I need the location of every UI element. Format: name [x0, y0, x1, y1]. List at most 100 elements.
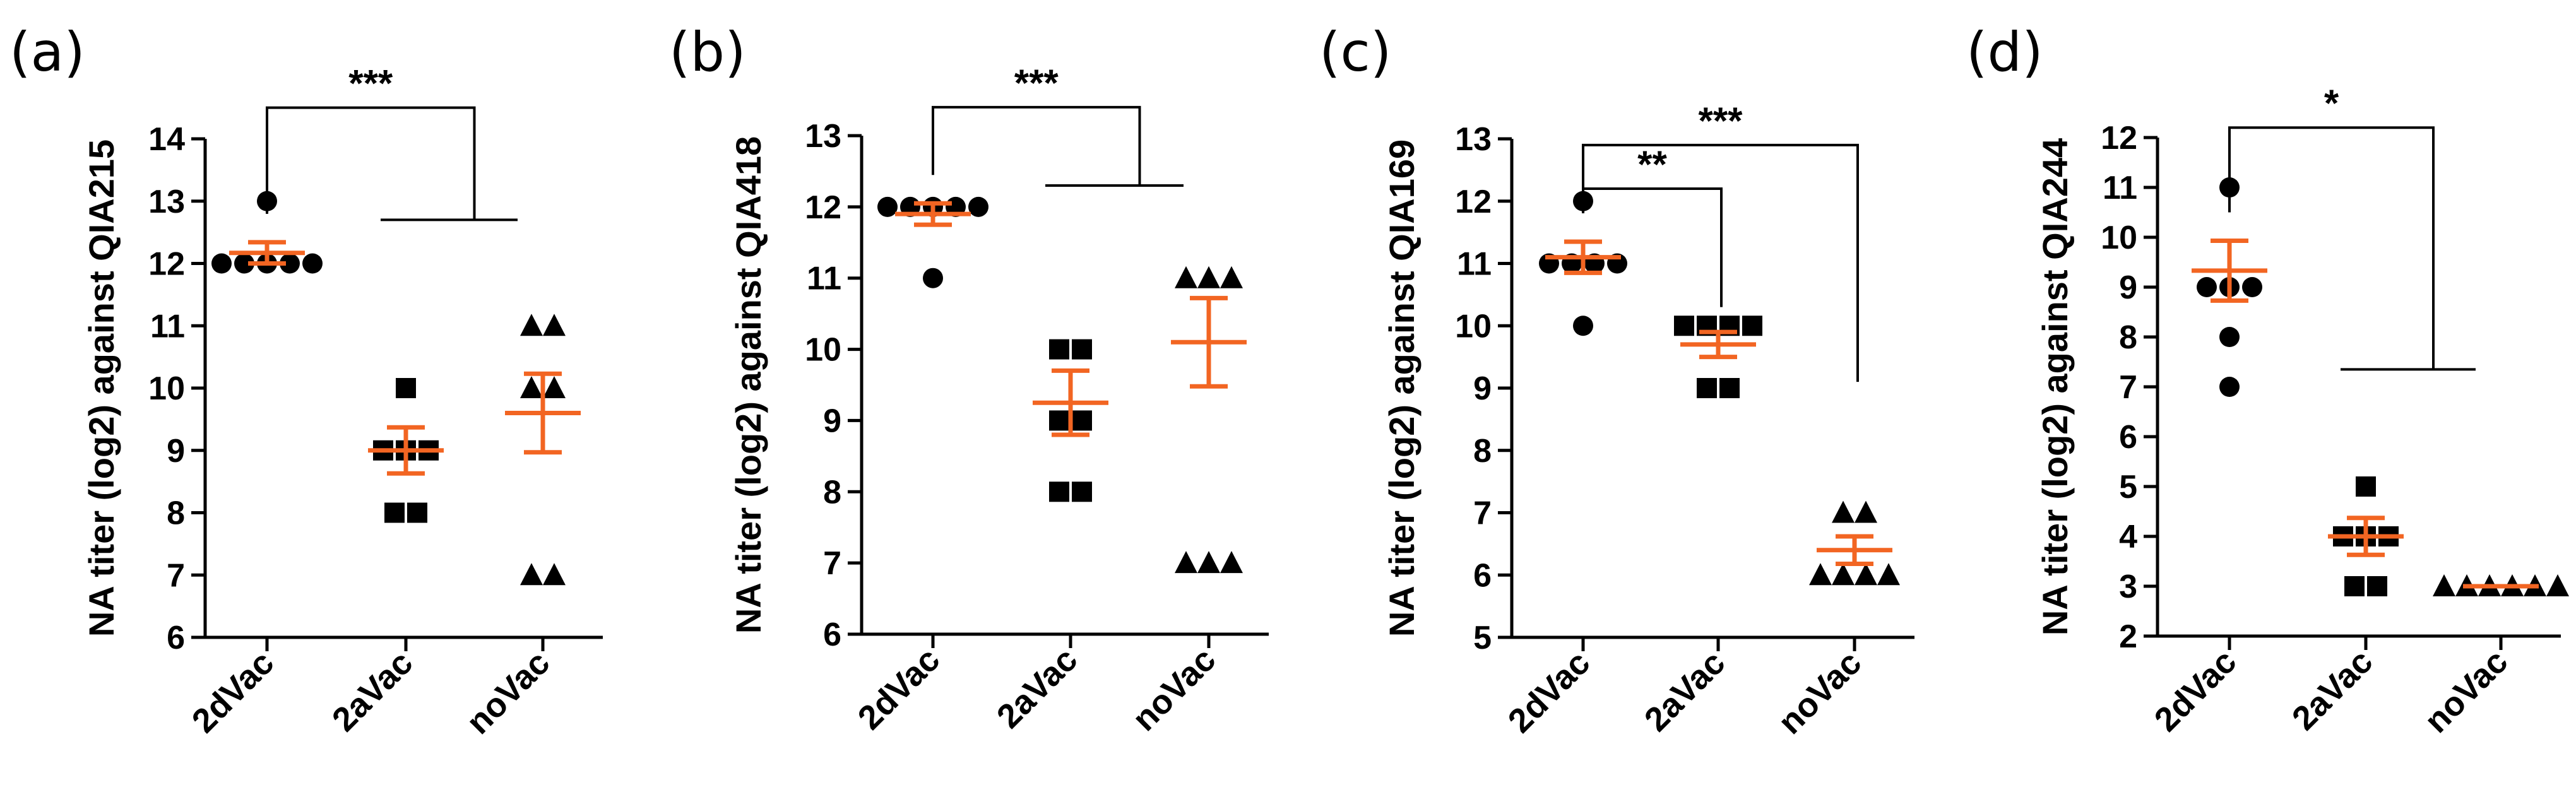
data-point-circle	[302, 253, 323, 274]
significance-bracket	[2228, 126, 2435, 370]
y-tick-label: 14	[148, 121, 185, 158]
y-tick-label: 12	[1455, 184, 1492, 220]
x-tick-label: 2aVac	[2285, 642, 2380, 738]
data-point-circle	[2219, 377, 2240, 397]
y-tick-label: 6	[2119, 419, 2137, 456]
y-tick-label: 13	[148, 184, 185, 220]
y-tick-label: 10	[148, 370, 185, 407]
data-point-triangle	[2433, 574, 2455, 596]
significance-bracket	[1583, 187, 1723, 307]
data-point-triangle	[1832, 500, 1855, 523]
y-tick-label: 8	[2119, 319, 2137, 356]
data-point-square	[1674, 316, 1694, 336]
data-point-triangle	[1877, 563, 1900, 586]
y-tick-label: 10	[2101, 220, 2137, 256]
data-point-circle	[877, 196, 898, 217]
panel-c: (c) NA titer (log2) against QIA169 5 6 7 8 9 10…	[1319, 21, 1914, 741]
data-point-circle	[968, 196, 988, 217]
y-tick-label: 12	[148, 246, 185, 283]
data-point-square	[2344, 576, 2365, 596]
x-tick-label: noVac	[1125, 641, 1223, 738]
data-point-square	[407, 502, 427, 523]
data-point-triangle	[1220, 266, 1243, 288]
y-axis-label: NA titer (log2) against QIA418	[728, 136, 768, 634]
data-point-triangle	[1220, 551, 1243, 574]
data-point-triangle	[543, 314, 566, 336]
x-tick-label: noVac	[460, 644, 557, 741]
data-point-triangle	[520, 376, 543, 398]
data-point-square	[1072, 481, 1092, 502]
y-tick-label: 10	[1455, 308, 1492, 345]
data-point-triangle	[1175, 266, 1197, 288]
data-point-circle	[2197, 277, 2217, 297]
data-point-triangle	[1832, 563, 1855, 586]
data-point-triangle	[1175, 551, 1197, 574]
data-point-triangle	[543, 563, 566, 586]
y-tick-label: 9	[823, 403, 841, 439]
y-tick-label: 3	[2119, 569, 2137, 605]
y-tick-label: 7	[2119, 369, 2137, 406]
y-tick-label: 6	[823, 617, 841, 653]
data-point-square	[1742, 316, 1762, 336]
data-point-square	[1719, 378, 1740, 398]
data-point-square	[2356, 476, 2376, 497]
panel-a: (a) NA titer (log2) against QIA215 6 7 8 9 10 1…	[9, 21, 603, 741]
y-tick-label: 7	[823, 545, 841, 582]
panel-d: (d) NA titer (log2) against QIA244 2 3 4 5 6 7 8…	[1966, 21, 2569, 740]
data-point-square	[384, 502, 405, 523]
significance-bracket	[932, 105, 1141, 186]
data-point-circle	[1573, 316, 1593, 336]
data-point-circle	[280, 253, 300, 274]
data-point-triangle	[520, 563, 543, 586]
x-tick-label: 2dVac	[185, 644, 282, 740]
significance-label: **	[1637, 143, 1667, 186]
y-tick-label: 8	[823, 474, 841, 511]
data-point-square	[1072, 339, 1092, 360]
x-tick-label: 2dVac	[851, 641, 947, 737]
y-axis-label: NA titer (log2) against QIA244	[2035, 138, 2075, 635]
data-point-triangle	[2546, 574, 2569, 596]
y-tick-label: 6	[167, 620, 185, 656]
data-point-circle	[211, 253, 232, 274]
y-tick-label: 10	[805, 332, 841, 369]
data-point-triangle	[1855, 500, 1877, 523]
y-tick-label: 13	[805, 118, 841, 155]
y-axis-label: NA titer (log2) against QIA215	[81, 139, 121, 637]
data-point-square	[1697, 378, 1717, 398]
data-point-square	[1049, 410, 1069, 431]
y-tick-label: 8	[1473, 433, 1492, 469]
significance-label: ***	[1014, 62, 1059, 104]
significance-label: *	[2324, 82, 2339, 124]
y-tick-label: 11	[807, 261, 841, 297]
panel-letter: (a)	[9, 21, 85, 84]
y-tick-label: 9	[1473, 370, 1492, 407]
y-tick-label: 12	[805, 189, 841, 226]
y-tick-label: 4	[2119, 519, 2137, 555]
x-tick-label: 2dVac	[2147, 642, 2244, 739]
y-tick-label: 9	[167, 433, 185, 469]
significance-bracket	[1582, 143, 1859, 382]
data-point-square	[396, 378, 416, 398]
y-tick-label: 9	[2119, 269, 2137, 306]
y-tick-label: 11	[2103, 170, 2137, 206]
data-point-square	[2367, 576, 2387, 596]
x-tick-label: 2aVac	[990, 641, 1085, 736]
data-point-triangle	[1809, 563, 1832, 586]
y-tick-label: 7	[167, 557, 185, 594]
y-tick-label: 11	[1457, 246, 1492, 283]
y-tick-label: 12	[2101, 120, 2137, 156]
y-tick-label: 5	[1473, 620, 1492, 656]
y-tick-label: 2	[2119, 618, 2137, 655]
y-tick-label: 11	[150, 308, 185, 345]
data-point-circle	[923, 268, 943, 288]
x-tick-label: noVac	[2418, 642, 2515, 740]
panel-letter: (d)	[1966, 21, 2043, 84]
data-point-circle	[2219, 327, 2240, 347]
data-point-circle	[2242, 277, 2262, 297]
y-tick-label: 5	[2119, 469, 2137, 505]
x-tick-label: 2aVac	[325, 644, 420, 739]
x-tick-label: 2dVac	[1501, 644, 1598, 740]
data-point-square	[1072, 410, 1092, 431]
y-tick-label: 7	[1473, 495, 1492, 532]
